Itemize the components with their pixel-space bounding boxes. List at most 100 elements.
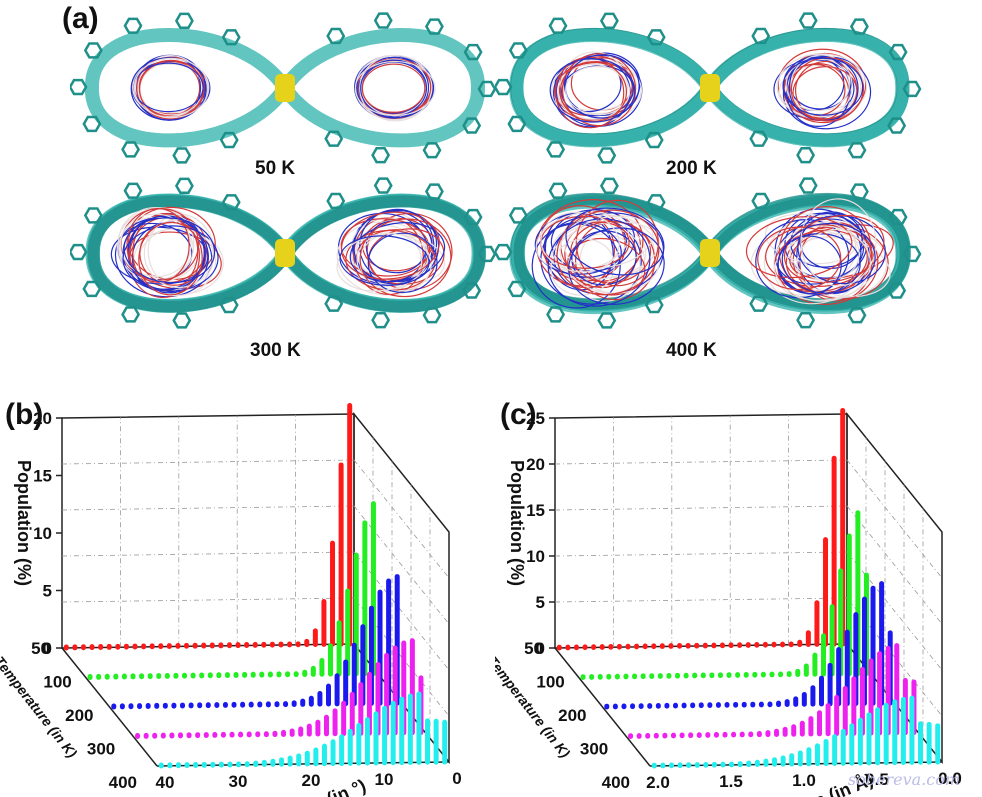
grid-line (846, 505, 943, 625)
benzene-ring (174, 177, 194, 195)
benzene-ring (477, 245, 497, 263)
guest-ring (133, 62, 204, 113)
x-axis-line (649, 761, 943, 767)
benzene-ring (172, 312, 192, 329)
benzene-ring (221, 194, 241, 211)
benzene-ring (796, 311, 816, 329)
x-tick-label: 1.0 (792, 771, 816, 790)
temperature-tick-label: 200 (558, 706, 586, 725)
z-tick-label: 0 (43, 639, 52, 658)
grid-line (61, 459, 355, 465)
caption-300k: 300 K (250, 340, 301, 361)
guest-ring (556, 209, 660, 296)
guest-ring (781, 222, 876, 294)
guest-ring (138, 59, 204, 118)
benzene-ring (599, 177, 619, 195)
temperature-tick-label: 400 (602, 773, 630, 792)
benzene-ring (463, 43, 483, 61)
benzene-ring (546, 306, 566, 323)
grid-line (61, 551, 355, 557)
benzene-ring (507, 280, 527, 298)
benzene-ring (422, 142, 442, 159)
benzene-ring (373, 177, 393, 194)
grid-line (554, 459, 848, 465)
temperature-tick-label: 100 (43, 673, 71, 692)
benzene-ring (508, 42, 528, 59)
temperature-tick-label: 100 (536, 673, 564, 692)
temperature-tick-label: 200 (65, 706, 93, 725)
guest-ring (367, 232, 438, 293)
benzene-ring (644, 131, 664, 149)
benzene-ring (219, 296, 239, 314)
benzene-ring (597, 147, 617, 164)
benzene-ring (798, 177, 818, 194)
guest-ring (359, 208, 435, 283)
guest-ring (773, 225, 872, 302)
grid-line (61, 597, 355, 603)
benzene-ring (796, 146, 816, 164)
benzene-ring (749, 295, 769, 312)
benzene-ring (70, 243, 88, 261)
benzene-ring (798, 12, 818, 29)
panel-a-label: (a) (62, 2, 99, 35)
benzene-ring (902, 245, 922, 263)
x-tick-label: 0.5 (865, 770, 889, 789)
benzene-ring (887, 282, 907, 299)
benzene-ring (326, 27, 346, 45)
guest-ring (755, 219, 850, 299)
benzene-ring (70, 78, 88, 96)
benzene-ring (849, 18, 869, 35)
benzene-ring (849, 183, 869, 200)
x-axis-line (156, 761, 450, 767)
junction-atoms (275, 74, 295, 102)
benzene-ring (221, 29, 241, 46)
temperature-axis-line (554, 647, 651, 767)
x-tick-label: 2.0 (646, 773, 670, 792)
junction-atoms (700, 74, 720, 102)
back-wall (554, 413, 848, 649)
junction-atoms (275, 239, 295, 267)
z-tick-label: 15 (526, 501, 545, 520)
guest-ring (127, 215, 206, 291)
caption-200k: 200 K (666, 158, 717, 179)
temperature-tick-label: 50 (31, 639, 50, 658)
benzene-ring (371, 146, 391, 164)
panel-b-label: (b) (5, 398, 44, 431)
caption-50k: 50 K (255, 158, 296, 179)
temperature-tick-label: 300 (580, 740, 608, 759)
guest-ring (745, 216, 853, 279)
benzene-ring (324, 130, 344, 147)
watermark: sobereva.com (847, 770, 960, 789)
benzene-ring (599, 12, 619, 30)
guest-ring (764, 213, 857, 265)
benzene-ring (644, 296, 664, 314)
benzene-ring (507, 115, 527, 133)
benzene-ring (174, 12, 194, 30)
guest-ring (569, 220, 652, 284)
guest-ring (778, 64, 857, 117)
z-tick-label: 10 (526, 547, 545, 566)
guest-ring (565, 65, 631, 116)
panel-c-label: (c) (500, 398, 537, 431)
guest-ring (792, 66, 858, 120)
guest-ring (339, 235, 430, 286)
benzene-ring (477, 80, 497, 98)
guest-ring (757, 226, 842, 291)
guest-ring (777, 235, 842, 295)
z-axis-title: Population (%) (14, 460, 34, 586)
guest-ring (359, 55, 432, 122)
x-tick-label: 40 (156, 773, 175, 792)
benzene-ring (495, 243, 513, 261)
benzene-ring (83, 207, 103, 224)
guest-ring (549, 58, 636, 123)
benzene-ring (462, 117, 482, 134)
benzene-ring (546, 141, 566, 158)
benzene-ring (326, 192, 346, 210)
benzene-ring (646, 29, 666, 46)
z-tick-label: 5 (536, 593, 545, 612)
guest-ring (565, 207, 665, 276)
benzene-ring (902, 80, 922, 98)
guest-ring (797, 215, 886, 285)
